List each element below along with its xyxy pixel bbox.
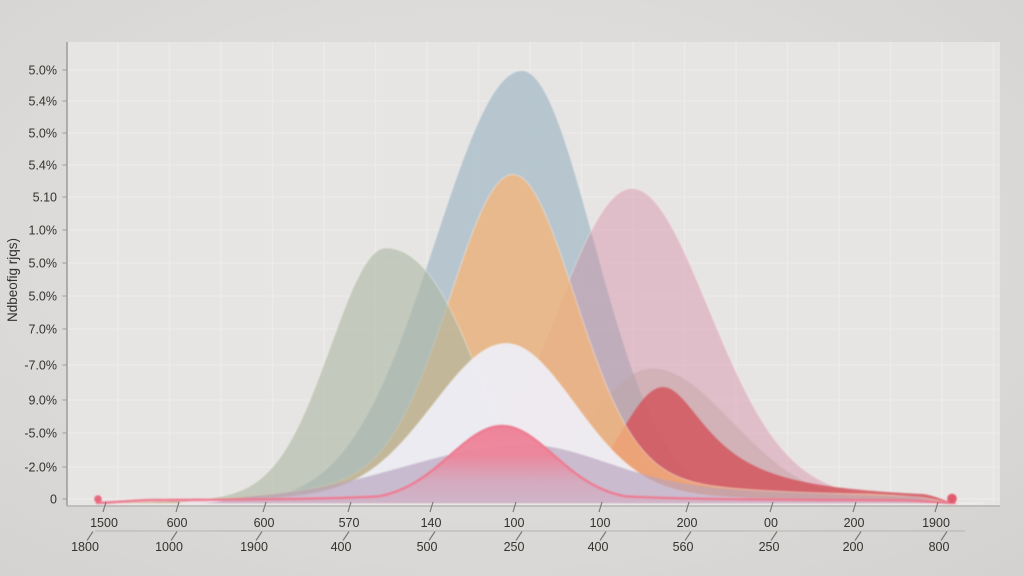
svg-text:600: 600 [254,516,275,530]
svg-text:400: 400 [588,540,609,554]
svg-text:1500: 1500 [90,516,118,530]
svg-text:570: 570 [339,516,360,530]
svg-text:100: 100 [504,516,525,530]
svg-text:-7.0%: -7.0% [24,359,57,373]
svg-text:1900: 1900 [922,516,950,530]
svg-text:5.0%: 5.0% [29,257,58,271]
svg-text:0: 0 [50,493,57,507]
svg-text:1900: 1900 [240,540,268,554]
svg-text:1800: 1800 [71,540,99,554]
svg-text:200: 200 [677,516,698,530]
svg-text:1.0%: 1.0% [29,224,58,238]
svg-text:7.0%: 7.0% [29,323,58,337]
svg-text:140: 140 [421,516,442,530]
svg-text:5.0%: 5.0% [29,290,58,304]
svg-text:5.4%: 5.4% [29,159,58,173]
svg-text:250: 250 [759,540,780,554]
svg-text:-2.0%: -2.0% [24,461,57,475]
svg-text:200: 200 [843,540,864,554]
svg-text:200: 200 [844,516,865,530]
svg-text:-5.0%: -5.0% [24,427,57,441]
svg-text:5.0%: 5.0% [29,64,58,78]
svg-text:5.0%: 5.0% [29,127,58,141]
svg-text:600: 600 [167,516,188,530]
svg-text:800: 800 [929,540,950,554]
svg-text:5.10: 5.10 [33,191,57,205]
svg-text:Ndbeofig rjqs): Ndbeofig rjqs) [5,238,20,322]
svg-text:1000: 1000 [155,540,183,554]
svg-text:250: 250 [504,540,525,554]
svg-text:9.0%: 9.0% [29,394,58,408]
svg-text:00: 00 [764,516,778,530]
svg-text:560: 560 [673,540,694,554]
svg-text:100: 100 [590,516,611,530]
svg-text:500: 500 [417,540,438,554]
svg-text:400: 400 [331,540,352,554]
svg-text:5.4%: 5.4% [29,95,58,109]
